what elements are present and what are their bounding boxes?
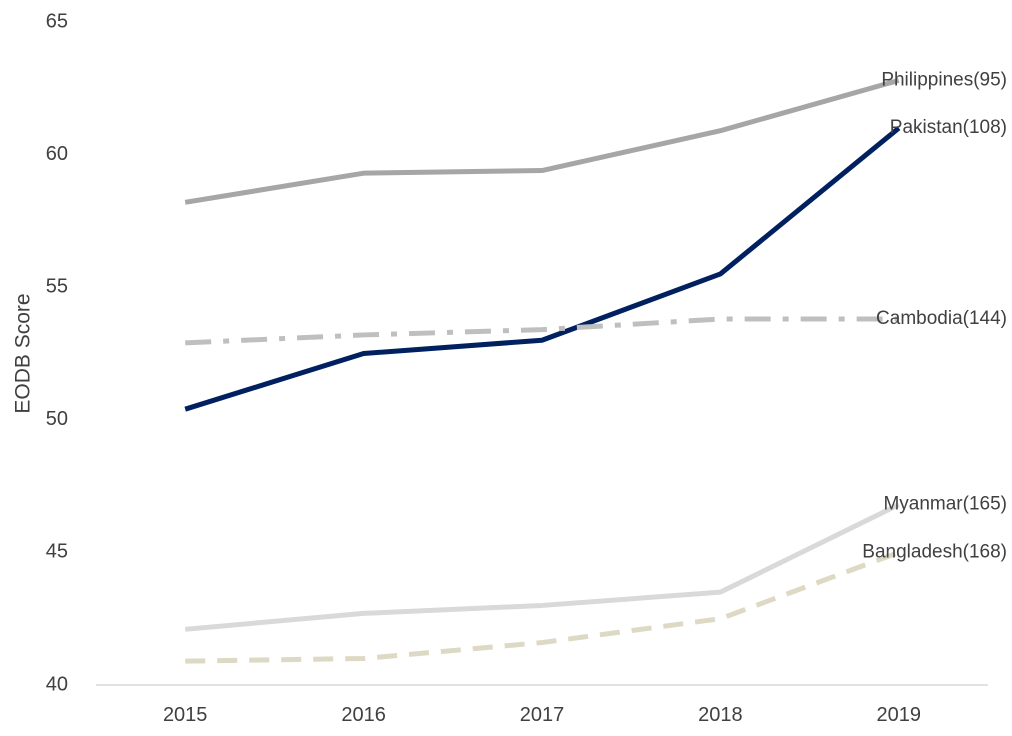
y-tick-label: 65 xyxy=(46,10,68,32)
series-lines xyxy=(184,77,901,664)
series-line xyxy=(184,126,901,412)
series-line xyxy=(185,316,899,346)
series-end-label: Philippines(95) xyxy=(881,69,1007,90)
series-labels: Philippines(95) Pakistan(108) Cambodia(144… xyxy=(862,69,1007,562)
series-line xyxy=(184,502,900,632)
x-tick-label: 2017 xyxy=(520,704,565,726)
series-end-label: Myanmar(165) xyxy=(883,494,1007,515)
y-axis-ticks: 40 45 50 55 60 65 xyxy=(46,10,68,695)
x-tick-label: 2018 xyxy=(698,704,743,726)
y-tick-label: 60 xyxy=(46,143,68,165)
x-tick-label: 2019 xyxy=(877,704,922,726)
y-tick-label: 40 xyxy=(46,673,68,695)
series-line xyxy=(185,550,900,664)
y-tick-label: 45 xyxy=(46,541,68,563)
x-tick-label: 2016 xyxy=(341,704,386,726)
y-axis-title: EODB Score xyxy=(12,293,35,413)
x-tick-label: 2015 xyxy=(163,704,208,726)
y-tick-label: 50 xyxy=(46,408,68,430)
x-axis-ticks: 2015 2016 2017 2018 2019 xyxy=(163,704,921,726)
series-end-label: Pakistan(108) xyxy=(890,117,1007,138)
y-tick-label: 55 xyxy=(46,275,68,297)
series-end-label: Cambodia(144) xyxy=(876,308,1007,329)
series-line xyxy=(184,77,900,205)
series-end-label: Bangladesh(168) xyxy=(862,541,1007,562)
